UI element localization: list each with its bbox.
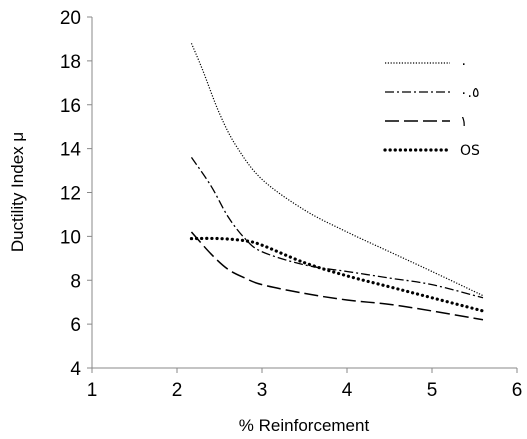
x-tick-label: 1 xyxy=(87,380,98,401)
axes xyxy=(91,17,517,369)
y-tick-label: 14 xyxy=(60,140,82,161)
y-tick-label: 4 xyxy=(70,359,81,380)
x-tick-label: 3 xyxy=(257,380,268,401)
legend-label-1: ٠ xyxy=(460,56,468,72)
x-tick-label: 2 xyxy=(172,380,183,401)
x-axis-title: % Reinforcement xyxy=(239,416,370,435)
x-tick-label: 6 xyxy=(512,380,523,401)
series-line-2 xyxy=(190,157,484,299)
legend-label-4: OS xyxy=(460,143,480,159)
y-tick-label: 20 xyxy=(60,8,81,29)
series-line-3 xyxy=(190,231,484,321)
y-tick-label: 6 xyxy=(70,315,81,336)
y-tick-label: 8 xyxy=(70,271,81,292)
y-axis-title: Ductility Index μ xyxy=(8,132,27,252)
y-tick-label: 18 xyxy=(60,52,81,73)
series-line-1 xyxy=(190,43,484,297)
legend-label-3: ١ xyxy=(460,114,468,130)
x-tick-label: 4 xyxy=(342,380,353,401)
legend-label-2: ٠.٥ xyxy=(460,85,480,101)
ticks xyxy=(87,16,518,373)
y-tick-label: 10 xyxy=(60,227,81,248)
x-tick-label: 5 xyxy=(427,380,438,401)
y-tick-label: 12 xyxy=(60,184,81,205)
legend: ٠ ٠.٥ ١ OS xyxy=(383,56,480,159)
series-lines xyxy=(189,43,485,321)
series-line-4 xyxy=(189,236,485,313)
y-tick-label: 16 xyxy=(60,96,81,117)
